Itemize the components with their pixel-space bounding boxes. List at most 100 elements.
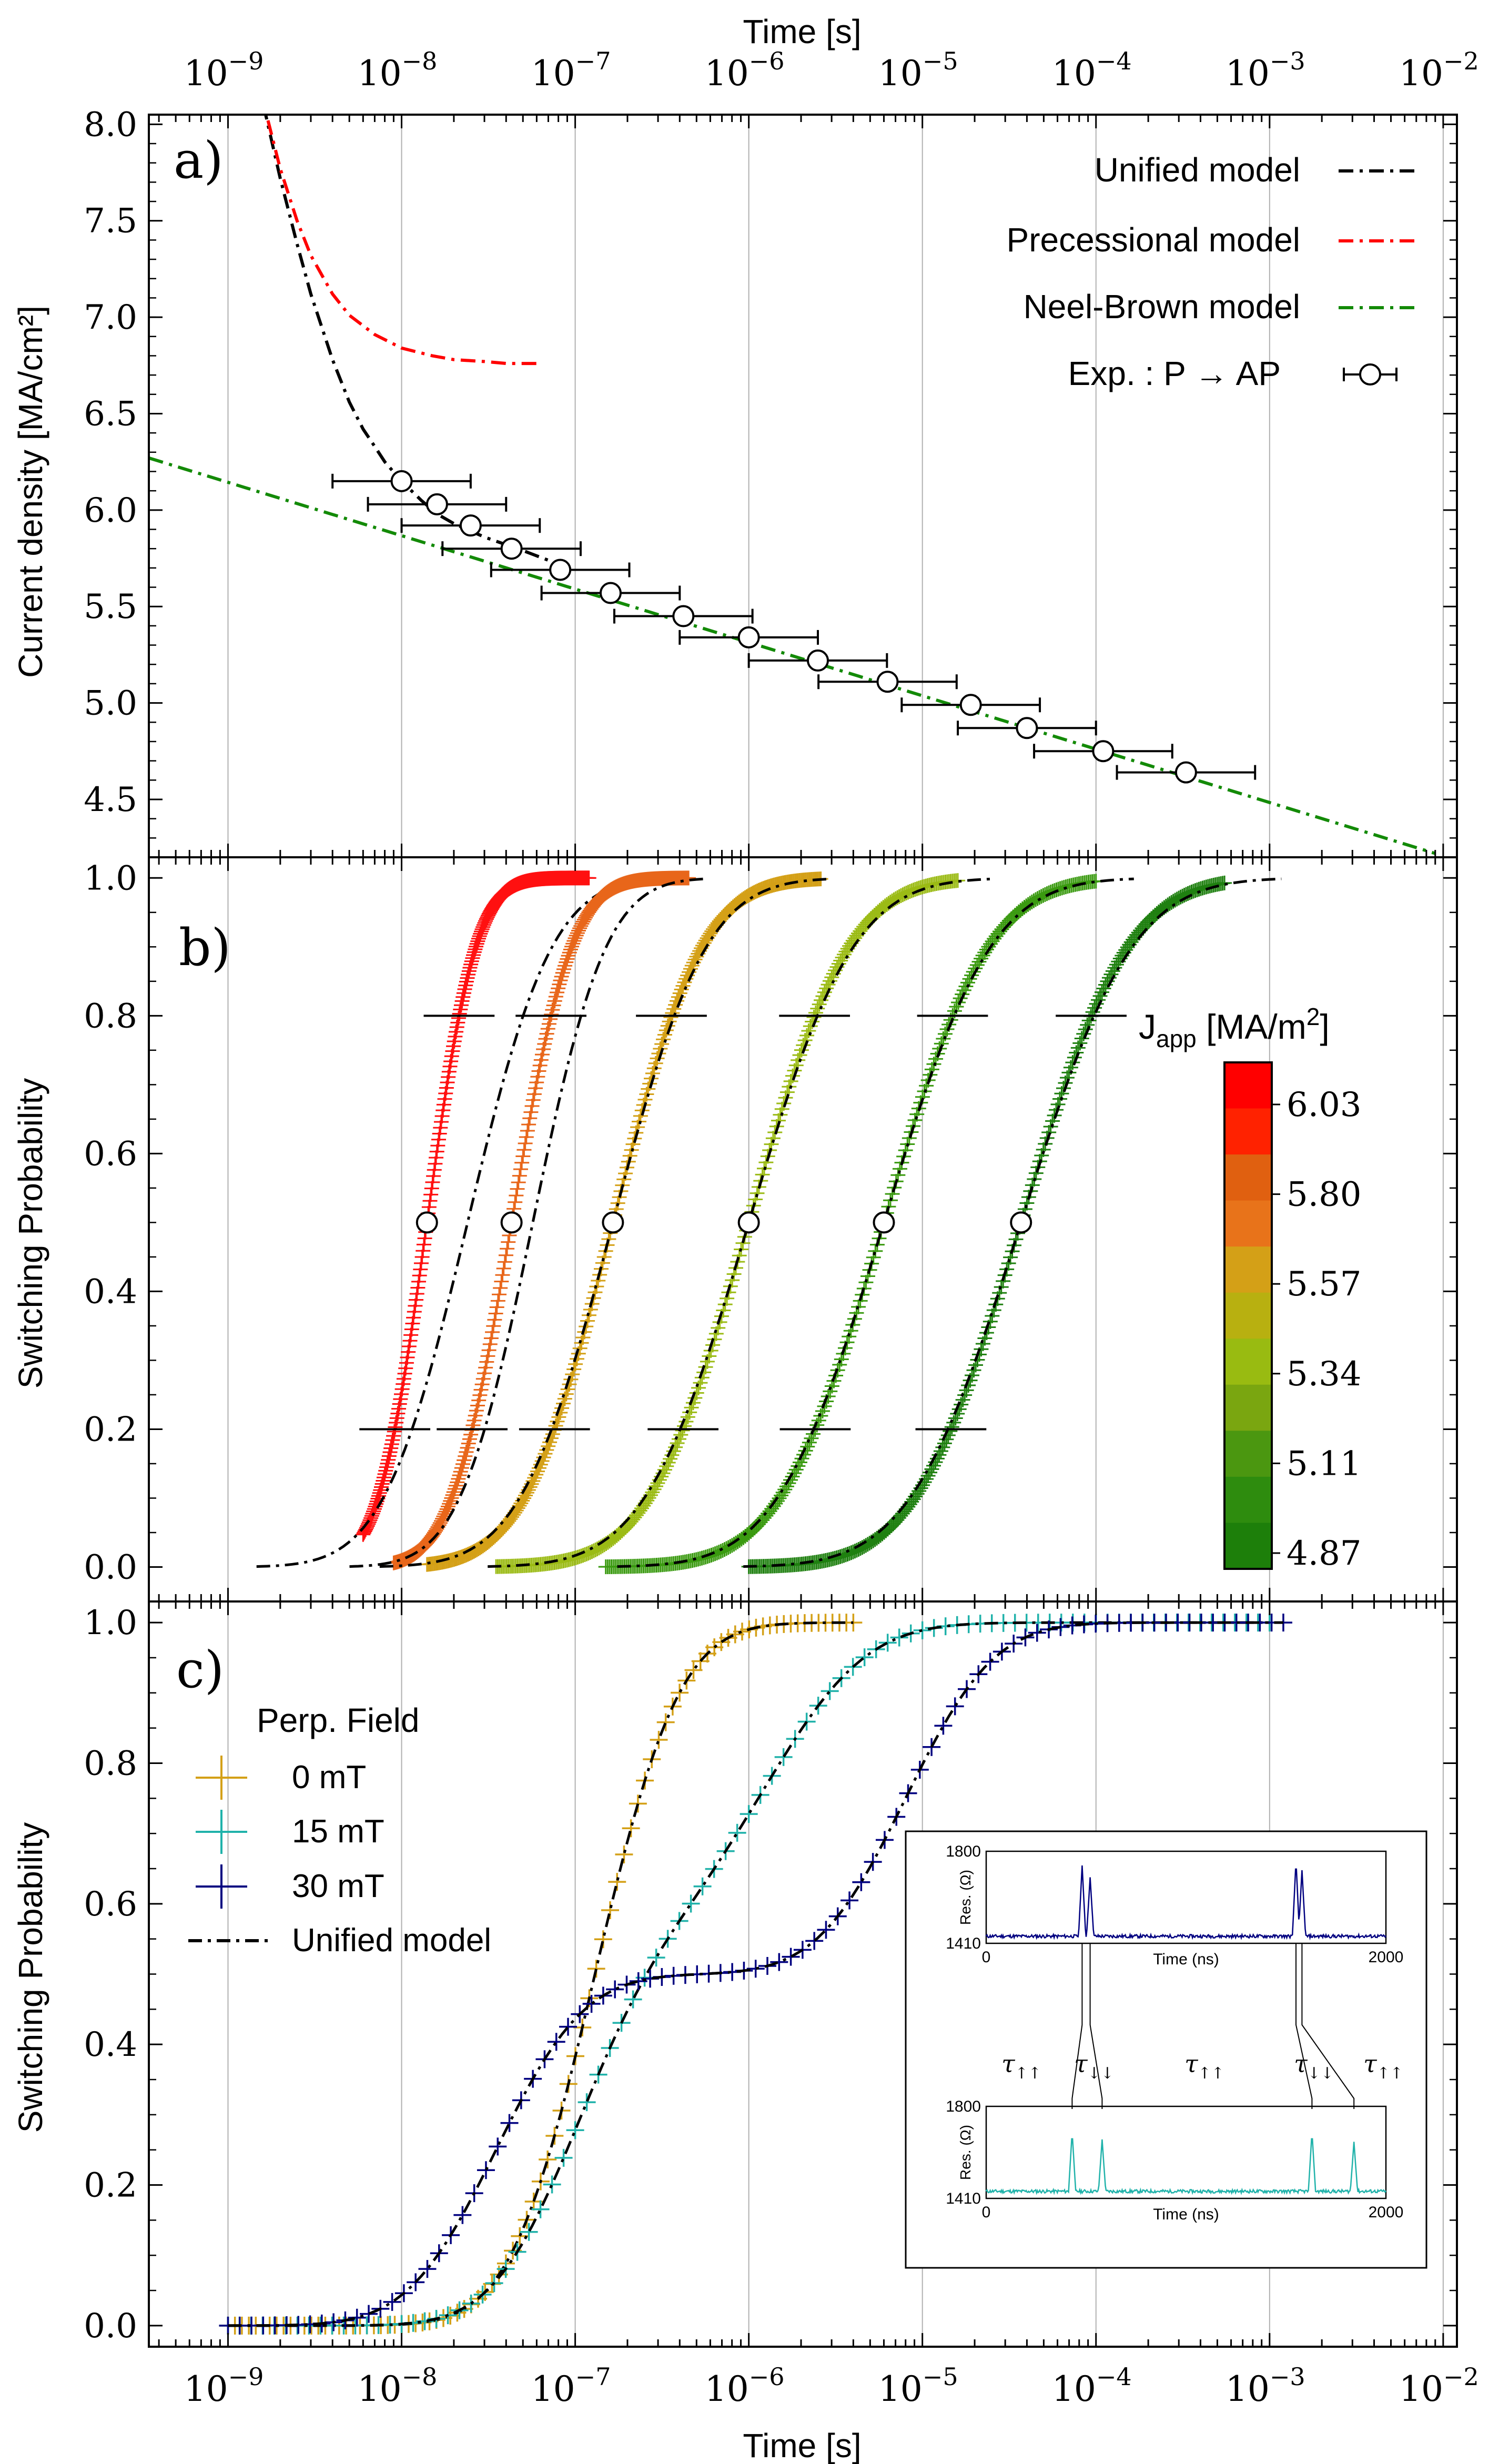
median-marker [737,1211,760,1234]
y-tick-label: 7.5 [84,202,137,241]
legend-marker-sample [1359,363,1381,386]
colorbar-tick-label: 5.80 [1287,1175,1362,1214]
panel-b-y-axis-label: Switching Probability [12,1078,49,1389]
inset-y-tick: 1800 [946,2098,981,2115]
median-marker [873,1211,895,1234]
colorbar-title-end: ] [1320,1007,1329,1046]
inset-connector [1071,1943,1083,2109]
panel-frames [148,114,1458,2348]
x-tick-label: 10−8 [358,2362,438,2409]
inset-connector [1089,1943,1103,2109]
colorbar-segment [1224,1200,1272,1248]
panel-b-series [256,870,1282,1575]
colorbar-segment [1224,1292,1272,1340]
model-curve [228,1621,1270,2327]
inset-axes [985,2105,1387,2199]
x-tick-base: 10 [1226,2369,1270,2409]
colorbar-title: Japp [MA/m2] [1139,1003,1330,1052]
x-tick-base: 10 [184,53,228,94]
top-x-tick-labels: 10−9 10−8 10−7 10−6 10−5 10−4 10−3 10−2 [184,47,1479,94]
inset-connector [1301,1943,1355,2109]
colorbar-tick-label: 6.03 [1287,1086,1362,1124]
x-tick-exponent: −4 [1096,47,1132,75]
inset-y-label: Res. (Ω) [957,2125,974,2180]
panel-c-legend: Perp. Field 0 mT 15 mT 30 mT Unified mod… [188,1701,491,1959]
inset-tau-sub: ↓↓ [1088,2064,1114,2083]
inset-tau-base: τ [1184,2050,1199,2078]
x-tick-label: 10−8 [358,47,438,94]
model-curve [228,1621,854,2327]
legend-label-15mT: 15 mT [292,1813,384,1850]
x-tick-exponent: −5 [923,2362,958,2391]
colorbar-segment [1224,1246,1272,1293]
y-tick-label: 0.6 [84,1885,137,1924]
inset-tau-base: τ [1294,2050,1308,2078]
data-point [806,649,829,672]
legend-label-unified-model: Unified model [1095,151,1300,189]
inset-tau-sub: ↑↑ [1377,2064,1403,2083]
x-tick-base: 10 [705,53,749,94]
colorbar-tick-label: 4.87 [1287,1534,1362,1573]
median-marker [1010,1211,1032,1234]
x-tick-base: 10 [1399,2369,1443,2409]
inset-tau-base: τ [1074,2050,1088,2078]
model-curve [349,877,705,1568]
inset-tau-label: τ↓↓ [1294,2050,1334,2083]
colorbar: 6.03 5.80 5.57 5.34 5.11 4.87 [1223,1061,1362,1573]
inset-x-label: Time (ns) [1153,1951,1219,1968]
x-tick-exponent: −2 [1443,47,1479,75]
series-group-J-4.87 [741,875,1282,1574]
series-group-J-5.57 [379,871,832,1572]
legend-label-unified-model-c: Unified model [292,1922,491,1959]
panel-c-label: c) [176,1640,224,1699]
data-point [1016,717,1038,739]
colorbar-tick-label: 5.34 [1287,1355,1362,1394]
x-tick-exponent: −8 [402,47,438,75]
panel-a-y-axis-label: Current density [MA/cm²] [12,306,49,678]
inset-x-tick: 2000 [1369,1949,1404,1966]
x-tick-label: 10−2 [1399,2362,1479,2409]
data-point [390,470,413,492]
colorbar-title-sub: app [1156,1025,1197,1052]
colorbar-title-unit: [MA/m [1197,1007,1307,1046]
x-tick-base: 10 [358,2369,402,2409]
series-group-J-5.80 [349,870,705,1570]
data-point [876,671,899,693]
data-point [599,582,622,604]
inset-connector [1295,1943,1313,2109]
x-tick-base: 10 [1226,53,1270,94]
data-point [1174,761,1197,784]
data-point [549,559,572,581]
x-tick-label: 10−5 [878,47,958,94]
inset-y-tick: 1800 [946,1843,981,1860]
x-tick-exponent: −7 [575,47,611,75]
panel-frame [148,1600,1458,2348]
x-tick-base: 10 [878,2369,923,2409]
y-tick-label: 0.8 [84,997,137,1036]
y-tick-label: 0.4 [84,1272,137,1311]
x-tick-exponent: −9 [228,2362,264,2391]
model-curve [488,877,994,1568]
y-tick-label: 0.0 [84,1548,137,1587]
series-group-J-5.11 [598,874,1134,1575]
inset-tau-base: τ [1363,2050,1378,2078]
inset-trace [985,1865,1387,1941]
inset-tau-sub: ↑↑ [1198,2064,1224,2083]
panel-a-series [149,115,1436,855]
x-tick-base: 10 [184,2369,228,2409]
inset-axes [985,1850,1387,1944]
y-tick-label: 5.5 [84,587,137,626]
inset-frame [905,1830,1427,2269]
x-tick-exponent: −6 [749,2362,785,2391]
inset-tau-sub: ↓↓ [1308,2064,1334,2083]
x-tick-base: 10 [878,53,923,94]
colorbar-tick-label: 5.57 [1287,1265,1362,1304]
y-tick-label: 0.0 [84,2307,137,2346]
y-tick-label: 0.8 [84,1744,137,1783]
colorbar-tick-label: 5.11 [1287,1444,1362,1483]
x-tick-exponent: −3 [1270,47,1305,75]
inset-x-tick: 2000 [1369,2204,1404,2221]
model-curve [379,877,832,1568]
